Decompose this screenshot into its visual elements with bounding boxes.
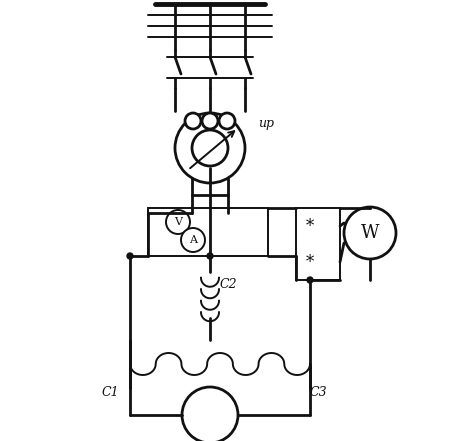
Text: C1: C1	[101, 386, 119, 400]
Circle shape	[207, 253, 213, 259]
Circle shape	[182, 387, 238, 441]
Circle shape	[127, 253, 133, 259]
Circle shape	[344, 207, 396, 259]
Bar	[296, 208, 340, 280]
Circle shape	[202, 113, 218, 129]
Text: *: *	[306, 217, 314, 235]
Circle shape	[185, 113, 201, 129]
Text: C2: C2	[220, 277, 238, 291]
Circle shape	[175, 113, 245, 183]
Text: W: W	[361, 224, 379, 242]
Text: ир: ир	[258, 117, 274, 131]
Text: *: *	[306, 254, 314, 270]
Circle shape	[307, 277, 313, 283]
Text: A: A	[189, 235, 197, 245]
Bar	[148, 208, 268, 256]
Circle shape	[181, 228, 205, 252]
Text: V: V	[174, 217, 182, 227]
Circle shape	[192, 130, 228, 166]
Text: C3: C3	[309, 386, 327, 400]
Circle shape	[166, 210, 190, 234]
Circle shape	[219, 113, 235, 129]
